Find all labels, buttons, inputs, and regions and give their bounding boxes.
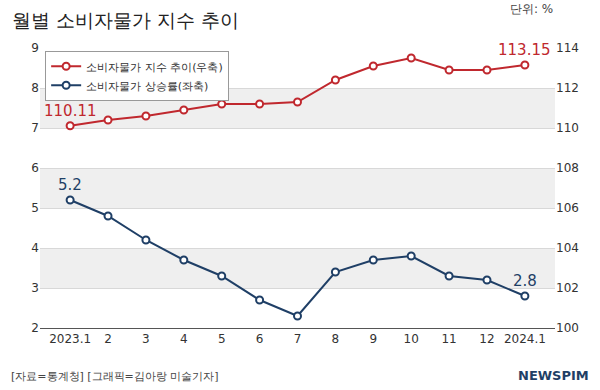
- svg-text:100: 100: [556, 321, 579, 335]
- svg-text:113.15: 113.15: [498, 41, 551, 59]
- svg-text:102: 102: [556, 281, 579, 295]
- svg-text:[자료=통계청] [그래픽=김아랑 미술기자]: [자료=통계청] [그래픽=김아랑 미술기자]: [11, 370, 219, 383]
- svg-text:114: 114: [556, 41, 579, 55]
- svg-text:10: 10: [404, 332, 419, 346]
- svg-text:7: 7: [31, 121, 39, 135]
- svg-text:12: 12: [479, 332, 494, 346]
- svg-text:2: 2: [31, 321, 39, 335]
- svg-text:2: 2: [104, 332, 112, 346]
- svg-text:104: 104: [556, 241, 579, 255]
- svg-text:단위: %: 단위: %: [510, 2, 553, 16]
- svg-text:6: 6: [256, 332, 264, 346]
- svg-text:NEWSPIM: NEWSPIM: [518, 368, 589, 383]
- svg-text:2024.1: 2024.1: [504, 332, 546, 346]
- svg-text:110.11: 110.11: [44, 102, 97, 120]
- svg-text:2.8: 2.8: [513, 272, 537, 290]
- svg-text:5: 5: [31, 201, 39, 215]
- svg-text:9: 9: [369, 332, 377, 346]
- svg-text:7: 7: [294, 332, 302, 346]
- svg-text:108: 108: [556, 161, 579, 175]
- svg-text:8: 8: [332, 332, 340, 346]
- svg-text:110: 110: [556, 121, 579, 135]
- svg-text:5.2: 5.2: [58, 176, 82, 194]
- svg-text:월별 소비자물가 지수 추이: 월별 소비자물가 지수 추이: [12, 9, 239, 31]
- svg-text:3: 3: [31, 281, 39, 295]
- svg-text:112: 112: [556, 81, 579, 95]
- svg-text:3: 3: [142, 332, 150, 346]
- svg-text:11: 11: [441, 332, 456, 346]
- svg-text:9: 9: [31, 41, 39, 55]
- svg-text:소비자물가 상승률(좌축): 소비자물가 상승률(좌축): [86, 80, 208, 93]
- svg-text:4: 4: [31, 241, 39, 255]
- svg-text:106: 106: [556, 201, 579, 215]
- svg-text:소비자물가 지수 추이(우축): 소비자물가 지수 추이(우축): [86, 61, 223, 74]
- svg-text:4: 4: [180, 332, 188, 346]
- svg-text:5: 5: [218, 332, 226, 346]
- svg-text:8: 8: [31, 81, 39, 95]
- svg-text:6: 6: [31, 161, 39, 175]
- svg-text:2023.1: 2023.1: [49, 332, 91, 346]
